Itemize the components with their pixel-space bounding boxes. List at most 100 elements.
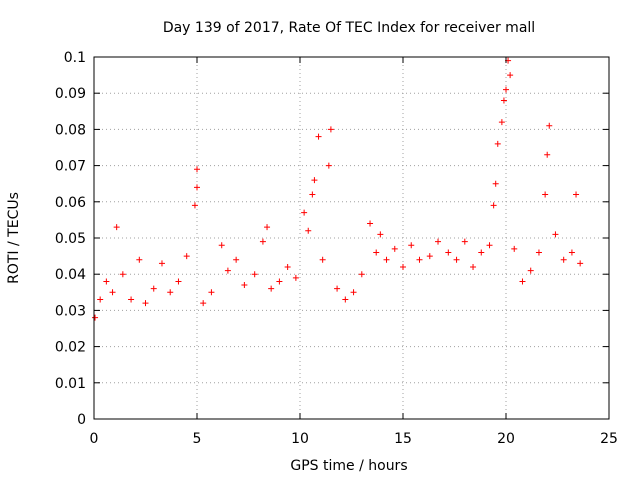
data-point [490, 202, 497, 209]
data-point [358, 271, 365, 278]
data-point [461, 238, 468, 245]
data-point [408, 242, 415, 249]
data-point [577, 260, 584, 267]
y-tick-label: 0.08 [55, 122, 86, 138]
data-point [535, 249, 542, 256]
data-point [492, 180, 499, 187]
data-point [342, 296, 349, 303]
data-point [119, 271, 126, 278]
x-tick-label: 10 [291, 431, 309, 447]
data-point [92, 314, 99, 321]
data-point [194, 184, 200, 191]
y-tick-label: 0.06 [55, 195, 86, 211]
data-point [527, 267, 534, 274]
plot-frame [93, 56, 610, 420]
data-point [97, 296, 104, 303]
x-tick-label: 20 [497, 431, 515, 447]
y-tick-label: 0.07 [55, 159, 86, 175]
x-tick-label: 0 [90, 431, 99, 447]
data-point [218, 242, 225, 249]
data-point [500, 97, 507, 104]
data-point [560, 256, 567, 263]
data-point [284, 263, 291, 270]
data-point [519, 278, 526, 285]
data-point [416, 256, 423, 263]
y-tick-label: 0.04 [55, 267, 86, 283]
x-tick-label: 25 [600, 431, 618, 447]
data-point [544, 151, 551, 158]
data-point [503, 86, 509, 93]
data-point [113, 224, 120, 231]
data-point [383, 256, 390, 263]
data-point [264, 224, 271, 231]
data-point [175, 278, 182, 285]
data-point [568, 249, 575, 256]
data-point [259, 238, 266, 245]
y-tick-label: 0 [77, 412, 86, 428]
data-point [224, 267, 231, 274]
data-point [311, 177, 318, 184]
axis-ticks: 0 0.01 0.02 0.03 0.04 0.05 0.06 0.07 0.08 0.09 0.1… [55, 50, 618, 447]
data-point [327, 126, 334, 133]
data-point [191, 202, 198, 209]
data-point [109, 289, 116, 296]
data-point [128, 296, 135, 303]
data-point [334, 285, 341, 292]
y-tick-label: 0.09 [55, 86, 86, 102]
data-point [325, 162, 332, 169]
data-point [426, 253, 433, 260]
data-point [167, 289, 174, 296]
data-point [367, 220, 374, 227]
data-point [150, 285, 157, 292]
data-point [511, 245, 518, 252]
data-point [309, 191, 316, 198]
data-point [305, 227, 312, 234]
data-point [208, 289, 215, 296]
data-point [158, 260, 165, 267]
data-point [494, 140, 501, 147]
y-tick-label: 0.05 [55, 231, 86, 247]
data-point [573, 191, 580, 198]
x-axis-title: GPS time / hours [290, 458, 407, 474]
y-tick-label: 0.01 [55, 376, 86, 392]
data-point [194, 166, 200, 173]
data-point [486, 242, 493, 249]
data-point [373, 249, 380, 256]
data-point [478, 249, 485, 256]
data-point [319, 256, 326, 263]
data-point [377, 231, 384, 238]
data-point [103, 278, 110, 285]
data-point [400, 263, 406, 270]
data-point [292, 274, 299, 281]
chart-title: Day 139 of 2017, Rate Of TEC Index for r… [163, 20, 535, 36]
data-point [136, 256, 143, 263]
data-point [142, 300, 149, 307]
data-point [470, 263, 477, 270]
data-point [435, 238, 442, 245]
data-point [546, 122, 553, 129]
data-point [453, 256, 460, 263]
y-tick-label: 0.03 [55, 303, 86, 319]
x-tick-label: 15 [394, 431, 412, 447]
data-point [445, 249, 452, 256]
data-point [552, 231, 559, 238]
data-point [301, 209, 308, 216]
y-tick-label: 0.1 [64, 50, 86, 66]
data-point [315, 133, 322, 140]
data-point [233, 256, 240, 263]
data-point [542, 191, 549, 198]
data-point [268, 285, 275, 292]
data-points [92, 57, 584, 321]
grid-lines [94, 57, 609, 419]
data-point [276, 278, 283, 285]
y-axis-title: ROTI / TECUs [6, 192, 22, 284]
data-point [507, 72, 514, 79]
data-point [498, 119, 505, 126]
data-point [183, 253, 190, 260]
y-tick-label: 0.02 [55, 340, 86, 356]
x-tick-label: 5 [193, 431, 202, 447]
data-point [391, 245, 398, 252]
data-point [251, 271, 258, 278]
data-point [350, 289, 357, 296]
